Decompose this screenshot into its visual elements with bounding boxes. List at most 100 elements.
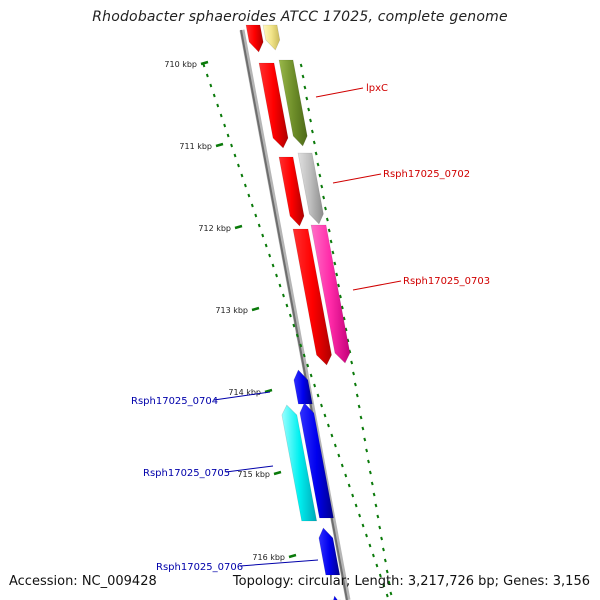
ruler-dot (333, 443, 337, 448)
ruler-dot (376, 514, 380, 519)
ruler-dot (335, 272, 339, 277)
ruler-dot (365, 448, 369, 453)
ruler-dot (361, 523, 365, 528)
ruler-tick-label: 712 kbp (198, 224, 231, 233)
ruler-dot (288, 313, 292, 318)
ruler-dot (365, 533, 368, 538)
ruler-dot (254, 213, 258, 218)
ruler-dot (337, 453, 341, 458)
gene-arrow-0705[interactable] (281, 404, 318, 522)
ruler-dot (233, 153, 237, 158)
ruler-tick (234, 224, 243, 230)
gene-arrow[interactable] (245, 24, 264, 53)
ruler-dot (372, 492, 376, 497)
ruler-dot (243, 183, 247, 188)
ruler-dot (312, 140, 316, 145)
gene-arrow-0706[interactable] (318, 527, 341, 576)
ruler-dot (226, 133, 230, 138)
ruler-dot (329, 239, 333, 244)
gene-arrow[interactable] (330, 595, 342, 600)
ruler-dot (309, 118, 312, 123)
gene-label-lpxC[interactable]: lpxC (366, 83, 388, 94)
ruler-dot (357, 404, 361, 409)
ruler-dot (316, 162, 320, 167)
ruler-dot (368, 543, 372, 548)
gene-label-0703[interactable]: Rsph17025_0703 (403, 276, 490, 287)
gene-arrow[interactable] (278, 156, 305, 227)
ruler-dot (330, 433, 334, 438)
ruler-dot (325, 217, 329, 222)
ruler-dot (216, 103, 220, 108)
ruler-dot (322, 195, 326, 200)
ruler-dot (268, 253, 272, 258)
ruler-dot (282, 293, 285, 298)
ruler-tick-label: 716 kbp (252, 553, 285, 562)
gene-label-0704[interactable]: Rsph17025_0704 (131, 396, 218, 407)
topology-text: Topology: circular; Length: 3,217,726 bp… (232, 574, 590, 589)
gene-arrow-lpxC[interactable] (278, 59, 308, 147)
gene-label-0702[interactable]: Rsph17025_0702 (383, 169, 470, 180)
ruler-tick (251, 306, 260, 312)
ruler-dot (299, 343, 303, 348)
ruler-dot (275, 273, 278, 278)
ruler-dot (223, 123, 227, 128)
ruler-dot (367, 459, 370, 464)
ruler-dot (370, 481, 374, 486)
ruler-dot (346, 338, 350, 343)
gene-features[interactable] (245, 24, 351, 600)
ruler-dot (264, 243, 268, 248)
ruler-tick-label: 714 kbp (228, 388, 261, 397)
ruler-dot (353, 382, 357, 387)
ruler-dot (361, 426, 365, 431)
ruler-dot (382, 547, 385, 552)
ruler-dot (237, 163, 240, 168)
gene-arrow-lpxC-partner[interactable] (258, 62, 289, 149)
ruler-dot (375, 563, 379, 568)
ruler-dot (359, 415, 363, 420)
ruler-dot (387, 580, 391, 585)
gene-arrow-0704[interactable] (293, 369, 313, 405)
ruler-dot (205, 73, 209, 78)
leader-line-0702 (332, 173, 382, 184)
ruler-dot (318, 173, 322, 178)
ruler-dot (209, 83, 213, 88)
ruler-dot (380, 536, 384, 541)
leader-line-lpxC (315, 87, 364, 98)
ruler-dot (333, 261, 337, 266)
gene-arrow-0702[interactable] (297, 152, 324, 225)
ruler-tick-label: 710 kbp (164, 60, 197, 69)
ruler-dot (385, 593, 389, 598)
ruler-dot (389, 591, 393, 596)
ruler-dot (383, 558, 387, 563)
ruler-tick (264, 388, 273, 394)
ruler-dot (352, 371, 355, 376)
ruler-dot (306, 363, 310, 368)
ruler-dot (347, 483, 351, 488)
ruler-dot (320, 184, 324, 189)
ruler-dot (324, 206, 327, 211)
gene-label-0706[interactable]: Rsph17025_0706 (156, 562, 243, 573)
ruler-dot (271, 263, 275, 268)
ruler-dot (309, 373, 313, 378)
ruler-ticks: 710 kbp 711 kbp 712 kbp 713 kbp 714 kbp 715 k… (164, 60, 297, 562)
gene-label-0705[interactable]: Rsph17025_0705 (143, 468, 230, 479)
ruler-dot (292, 323, 296, 328)
ruler-dot (285, 303, 289, 308)
gene-arrow[interactable] (292, 228, 332, 366)
ruler-dot (302, 353, 306, 358)
gene-arrow[interactable] (299, 402, 334, 519)
gene-arrow[interactable] (262, 24, 281, 51)
ruler-dot (212, 93, 216, 98)
ruler-dot (247, 193, 251, 198)
ruler-dot (320, 403, 323, 408)
ruler-tick (200, 60, 209, 66)
leader-line-0703 (352, 280, 402, 291)
ruler-dot (340, 305, 344, 310)
ruler-dot (305, 96, 309, 101)
ruler-dot (331, 250, 335, 255)
ruler-dot (261, 233, 265, 238)
ruler-dot (378, 525, 382, 530)
gene-arrow-0703[interactable] (310, 224, 351, 364)
ruler-dot (257, 223, 261, 228)
